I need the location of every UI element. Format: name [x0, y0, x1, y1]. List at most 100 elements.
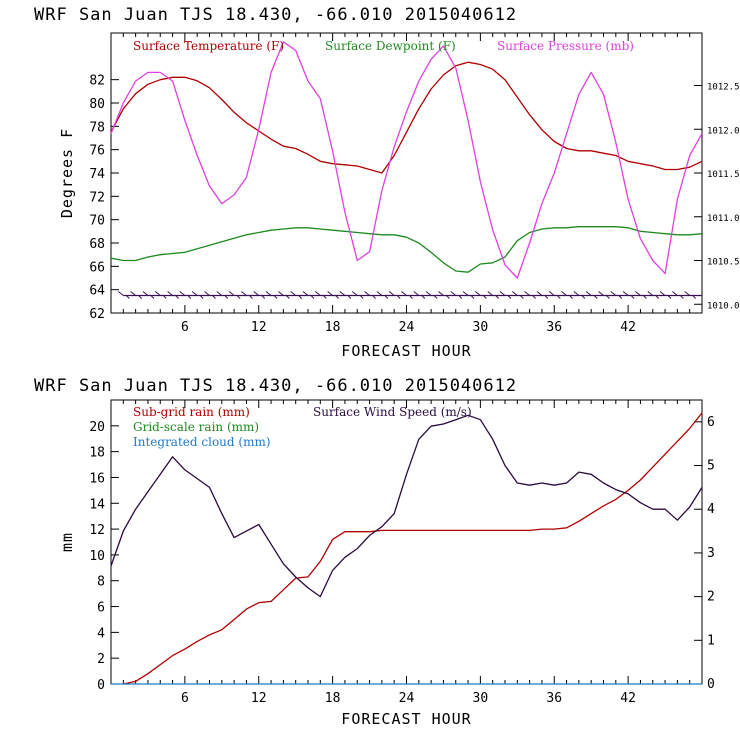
wind-barb-flag [125, 295, 130, 299]
y-tick-label: 66 [89, 260, 105, 275]
x-tick-label: 24 [399, 320, 415, 335]
y-tick-label: 20 [89, 420, 105, 435]
wind-barbs [118, 291, 702, 299]
wind-barb-flag [261, 295, 266, 299]
wind-barb [216, 291, 223, 296]
y-tick-label: 0 [97, 678, 105, 693]
wind-barb [339, 291, 346, 296]
wind-barb [536, 291, 543, 296]
wind-barb [130, 291, 136, 296]
wind-barb-flag [372, 295, 376, 299]
y2-tick-label: 6 [707, 415, 715, 430]
y2-tick-label: 1010.5 [707, 258, 740, 268]
wind-barb-flag [322, 295, 327, 299]
wind-barb-flag [643, 295, 647, 299]
wind-barb [524, 291, 530, 296]
y-tick-label: 18 [89, 446, 105, 461]
x-tick-label: 36 [546, 691, 562, 706]
x-tick-label: 30 [473, 691, 489, 706]
wind-barb-flag [483, 295, 487, 299]
wind-barb [635, 291, 641, 296]
wind-barb [241, 291, 247, 296]
wind-barb [622, 291, 629, 296]
wind-barb-flag [470, 295, 475, 299]
wind-barb [290, 291, 296, 296]
wind-barb-flag [175, 295, 179, 299]
wind-barb-flag [396, 295, 401, 299]
legend-entry: Surface Wind Speed (m/s) [313, 405, 472, 419]
y-axis-label: Degrees F [58, 128, 76, 218]
legend-entry: Surface Pressure (mb) [497, 39, 634, 53]
wind-barb-flag [606, 295, 610, 299]
wind-barb-flag [556, 295, 561, 299]
wind-barb [462, 291, 469, 296]
y2-tick-label: 4 [707, 502, 715, 517]
y-tick-label: 70 [89, 214, 105, 229]
wind-barb [376, 291, 383, 296]
wind-barb-flag [298, 295, 303, 299]
wind-barb [548, 291, 555, 296]
wind-barb [672, 291, 678, 296]
wind-barb [425, 291, 432, 296]
y-tick-label: 64 [89, 284, 105, 299]
y-tick-label: 4 [97, 626, 105, 641]
wind-barb-flag [433, 295, 438, 299]
wind-barb [191, 291, 198, 296]
wind-barb [585, 291, 592, 296]
y-tick-label: 8 [97, 575, 105, 590]
wind-barb [327, 291, 333, 296]
chart-title: WRF San Juan TJS 18.430, -66.010 2015040… [34, 376, 517, 396]
y2-tick-label: 1 [707, 633, 715, 648]
wind-barb [401, 291, 407, 296]
wind-barb [265, 291, 272, 296]
wind-barb-flag [544, 295, 549, 299]
y-tick-label: 62 [89, 307, 105, 322]
wind-barb [512, 291, 518, 296]
y-tick-label: 82 [89, 74, 105, 89]
wind-barb [610, 291, 617, 296]
series-line-surface-wind-speed-m-s [110, 414, 703, 598]
wind-barb [204, 291, 210, 296]
wind-barb [351, 291, 358, 296]
chart-title: WRF San Juan TJS 18.430, -66.010 2015040… [34, 5, 517, 25]
y-tick-label: 14 [89, 497, 105, 512]
x-tick-label: 18 [325, 320, 341, 335]
wind-barb [499, 291, 506, 296]
y2-tick-label: 1010.0 [707, 301, 740, 311]
x-axis-label: FORECAST HOUR [341, 710, 471, 728]
wind-barb-flag [359, 295, 364, 299]
wind-barb [278, 291, 284, 296]
wind-barb-flag [519, 295, 524, 299]
wind-barb-flag [335, 295, 339, 299]
wind-barb [573, 291, 580, 296]
y-tick-label: 74 [89, 167, 105, 182]
wind-barb-flag [310, 295, 315, 299]
y-tick-label: 80 [89, 97, 105, 112]
wind-barb [487, 291, 493, 296]
y-tick-label: 72 [89, 190, 105, 205]
wind-barb-flag [692, 295, 697, 299]
wind-barb-flag [446, 295, 450, 299]
y2-tick-label: 1012.0 [707, 126, 740, 136]
x-tick-label: 12 [251, 691, 267, 706]
wind-barb-flag [150, 295, 155, 299]
wind-barb [475, 291, 481, 296]
wind-barb-flag [199, 295, 204, 299]
wind-barb-flag [593, 295, 598, 299]
wind-barb-flag [384, 295, 389, 299]
wind-barb-flag [286, 295, 290, 299]
wind-barb-flag [138, 295, 142, 299]
wind-barb-flag [236, 295, 241, 299]
series-line-surface-temperature-f [110, 61, 703, 174]
wind-barb-flag [187, 295, 192, 299]
y-tick-label: 68 [89, 237, 105, 252]
chart-panel-2: WRF San Juan TJS 18.430, -66.010 2015040… [34, 376, 715, 728]
wind-barb-flag [618, 295, 623, 299]
wind-barb-flag [495, 295, 500, 299]
wind-barb-flag [421, 295, 426, 299]
x-axis-label: FORECAST HOUR [341, 342, 471, 360]
wind-barb [413, 291, 420, 296]
legend-entry: Integrated cloud (mm) [133, 435, 271, 449]
